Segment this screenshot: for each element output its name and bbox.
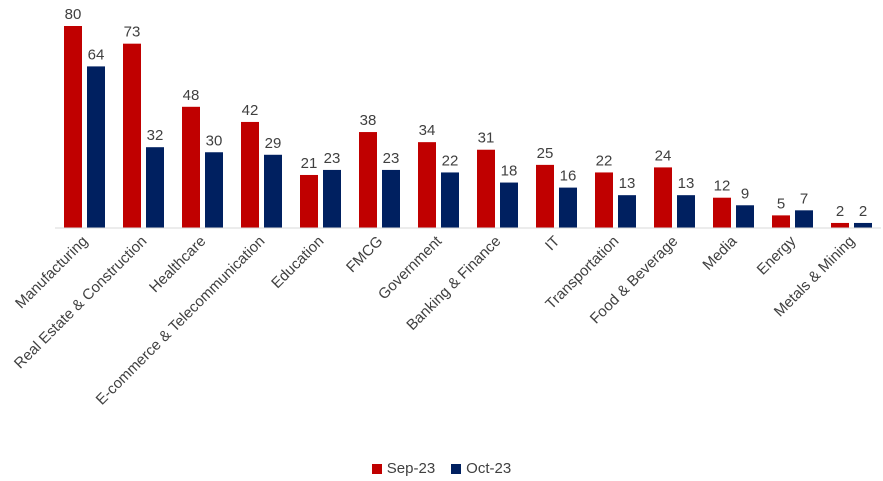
data-label-sep-23-it: 25: [537, 145, 554, 162]
bar-sep-23-it: [536, 164, 554, 228]
data-label-sep-23-media: 12: [714, 178, 731, 195]
data-label-oct-23-transportation: 13: [619, 175, 636, 192]
bars-group: [64, 26, 872, 229]
bar-sep-23-transportation: [595, 172, 613, 228]
category-label-energy: Energy: [754, 232, 800, 278]
bar-oct-23-fmcg: [382, 169, 400, 228]
data-label-sep-23-manufacturing: 80: [65, 6, 82, 23]
data-label-oct-23-healthcare: 30: [206, 132, 223, 149]
legend-item-oct: Oct-23: [451, 460, 511, 477]
bar-oct-23-manufacturing: [87, 66, 105, 229]
bar-oct-23-it: [559, 187, 577, 228]
bar-sep-23-banking-finance: [477, 149, 495, 228]
data-label-oct-23-media: 9: [741, 185, 749, 202]
data-label-oct-23-real-estate-construction: 32: [147, 127, 164, 144]
bar-oct-23-metals-mining: [854, 222, 872, 228]
legend: Sep-23 Oct-23: [0, 460, 883, 477]
category-label-media: Media: [699, 232, 740, 273]
bar-sep-23-healthcare: [182, 106, 200, 228]
bar-oct-23-food-beverage: [677, 195, 695, 228]
bar-oct-23-real-estate-construction: [146, 147, 164, 228]
bar-oct-23-transportation: [618, 195, 636, 228]
data-label-sep-23-education: 21: [301, 155, 318, 172]
data-label-oct-23-education: 23: [324, 150, 341, 167]
data-label-sep-23-transportation: 22: [596, 152, 613, 169]
data-label-oct-23-metals-mining: 2: [859, 203, 867, 220]
bar-sep-23-media: [713, 197, 731, 228]
bar-oct-23-energy: [795, 210, 813, 228]
data-label-sep-23-real-estate-construction: 73: [124, 24, 141, 41]
bar-oct-23-healthcare: [205, 152, 223, 228]
data-label-sep-23-e-commerce-telecommunication: 42: [242, 102, 259, 119]
bar-sep-23-education: [300, 174, 318, 228]
bar-oct-23-government: [441, 172, 459, 228]
bar-sep-23-real-estate-construction: [123, 43, 141, 228]
bar-sep-23-food-beverage: [654, 167, 672, 228]
data-label-sep-23-energy: 5: [777, 195, 785, 212]
bar-sep-23-manufacturing: [64, 26, 82, 228]
bar-oct-23-education: [323, 169, 341, 228]
bar-oct-23-banking-finance: [500, 182, 518, 228]
data-label-oct-23-food-beverage: 13: [678, 175, 695, 192]
data-label-oct-23-manufacturing: 64: [88, 46, 105, 63]
data-label-sep-23-healthcare: 48: [183, 87, 200, 104]
data-label-sep-23-food-beverage: 24: [655, 147, 672, 164]
bar-sep-23-e-commerce-telecommunication: [241, 121, 259, 228]
legend-swatch-oct: [451, 463, 462, 474]
category-label-fmcg: FMCG: [343, 233, 386, 276]
bar-sep-23-energy: [772, 215, 790, 228]
data-label-oct-23-it: 16: [560, 168, 577, 185]
bar-oct-23-media: [736, 205, 754, 228]
bar-sep-23-government: [418, 142, 436, 228]
bar-sep-23-fmcg: [359, 132, 377, 228]
data-label-sep-23-government: 34: [419, 122, 436, 139]
data-label-oct-23-e-commerce-telecommunication: 29: [265, 135, 282, 152]
legend-label-oct: Oct-23: [466, 460, 512, 477]
legend-item-sep: Sep-23: [371, 460, 436, 477]
category-label-education: Education: [268, 233, 327, 292]
data-label-sep-23-fmcg: 38: [360, 112, 377, 129]
data-label-oct-23-government: 22: [442, 152, 459, 169]
legend-label-sep: Sep-23: [386, 460, 436, 477]
data-label-oct-23-energy: 7: [800, 190, 808, 207]
category-label-it: IT: [542, 233, 563, 254]
data-label-sep-23-banking-finance: 31: [478, 130, 495, 147]
bar-sep-23-metals-mining: [831, 222, 849, 228]
category-label-healthcare: Healthcare: [146, 233, 209, 296]
legend-swatch-sep: [371, 463, 382, 474]
data-label-oct-23-fmcg: 23: [383, 150, 400, 167]
data-label-sep-23-metals-mining: 2: [836, 203, 844, 220]
bar-oct-23-e-commerce-telecommunication: [264, 154, 282, 228]
data-label-oct-23-banking-finance: 18: [501, 163, 518, 180]
